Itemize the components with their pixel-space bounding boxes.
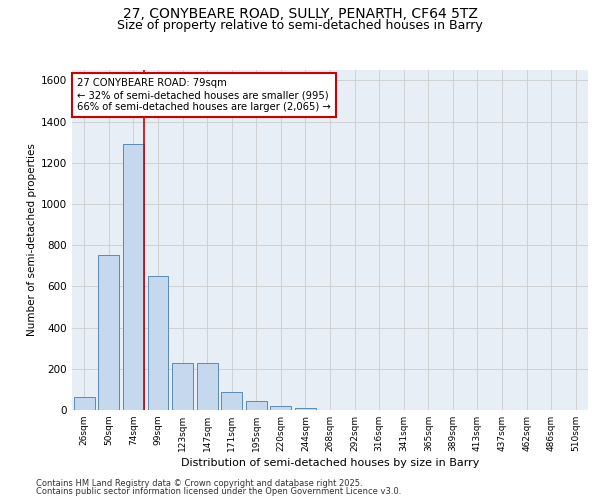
Text: Size of property relative to semi-detached houses in Barry: Size of property relative to semi-detach…: [117, 18, 483, 32]
Bar: [172, 362, 193, 410]
Bar: [221, 392, 242, 410]
Bar: [295, 408, 316, 410]
Bar: [74, 396, 95, 410]
Bar: [148, 276, 169, 410]
Bar: [271, 406, 292, 410]
Bar: [123, 144, 144, 410]
Bar: [197, 362, 218, 410]
Bar: [246, 400, 267, 410]
Text: 27, CONYBEARE ROAD, SULLY, PENARTH, CF64 5TZ: 27, CONYBEARE ROAD, SULLY, PENARTH, CF64…: [122, 8, 478, 22]
Text: Contains HM Land Registry data © Crown copyright and database right 2025.: Contains HM Land Registry data © Crown c…: [36, 478, 362, 488]
Text: 27 CONYBEARE ROAD: 79sqm
← 32% of semi-detached houses are smaller (995)
66% of : 27 CONYBEARE ROAD: 79sqm ← 32% of semi-d…: [77, 78, 331, 112]
X-axis label: Distribution of semi-detached houses by size in Barry: Distribution of semi-detached houses by …: [181, 458, 479, 468]
Bar: [98, 256, 119, 410]
Text: Contains public sector information licensed under the Open Government Licence v3: Contains public sector information licen…: [36, 487, 401, 496]
Y-axis label: Number of semi-detached properties: Number of semi-detached properties: [27, 144, 37, 336]
